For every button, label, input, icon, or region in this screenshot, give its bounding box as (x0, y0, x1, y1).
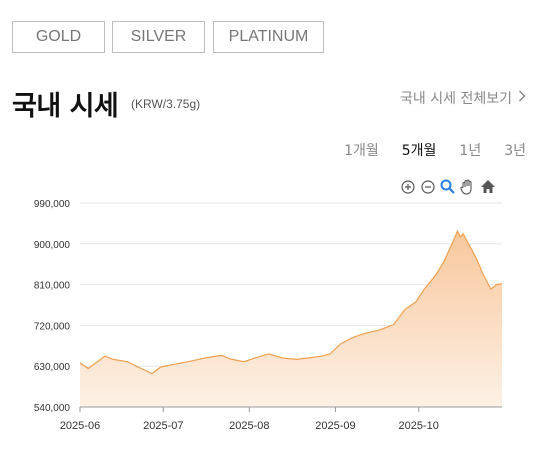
period-1-year[interactable]: 1년 (459, 143, 482, 159)
y-tick-label: 810,000 (34, 281, 71, 292)
home-icon[interactable] (479, 178, 496, 195)
series-line (79, 229, 503, 375)
price-unit: (KRW/3.75g) (131, 97, 201, 111)
x-tick-label: 2025-08 (229, 420, 269, 432)
period-3-years[interactable]: 3년 (504, 143, 526, 159)
y-tick-label: 630,000 (34, 362, 71, 373)
y-tick-label: 900,000 (34, 240, 71, 251)
pan-hand-icon[interactable] (459, 178, 476, 195)
series-area (80, 231, 502, 407)
period-1-month[interactable]: 1개월 (344, 143, 379, 159)
tab-silver[interactable]: SILVER (112, 21, 205, 53)
view-all-label: 국내 시세 전체보기 (400, 91, 512, 107)
price-area-chart: 540,000 630,000 720,000 810,000 900,000 990,0… (34, 199, 503, 432)
y-tick-label: 720,000 (34, 321, 71, 332)
chart-toolbar (399, 178, 496, 195)
period-5-months[interactable]: 5개월 (401, 143, 437, 159)
tab-gold[interactable]: GOLD (12, 21, 105, 53)
magnifier-reset-icon[interactable] (439, 178, 456, 195)
period-selector: 1개월 5개월 1년 3년 (321, 140, 526, 160)
y-tick-label: 990,000 (34, 199, 71, 210)
x-tick-label: 2025-09 (315, 420, 355, 432)
view-all-link[interactable]: 국내 시세 전체보기 (400, 88, 526, 108)
zoom-out-icon[interactable] (419, 178, 436, 195)
x-tick-label: 2025-06 (60, 420, 100, 432)
x-tick-label: 2025-10 (399, 420, 439, 432)
x-tick-label: 2025-07 (143, 420, 183, 432)
tab-platinum[interactable]: PLATINUM (213, 21, 324, 53)
chevron-right-icon (518, 90, 526, 106)
y-tick-label: 540,000 (34, 403, 71, 414)
zoom-in-icon[interactable] (399, 178, 416, 195)
page-title: 국내 시세 (12, 91, 119, 122)
